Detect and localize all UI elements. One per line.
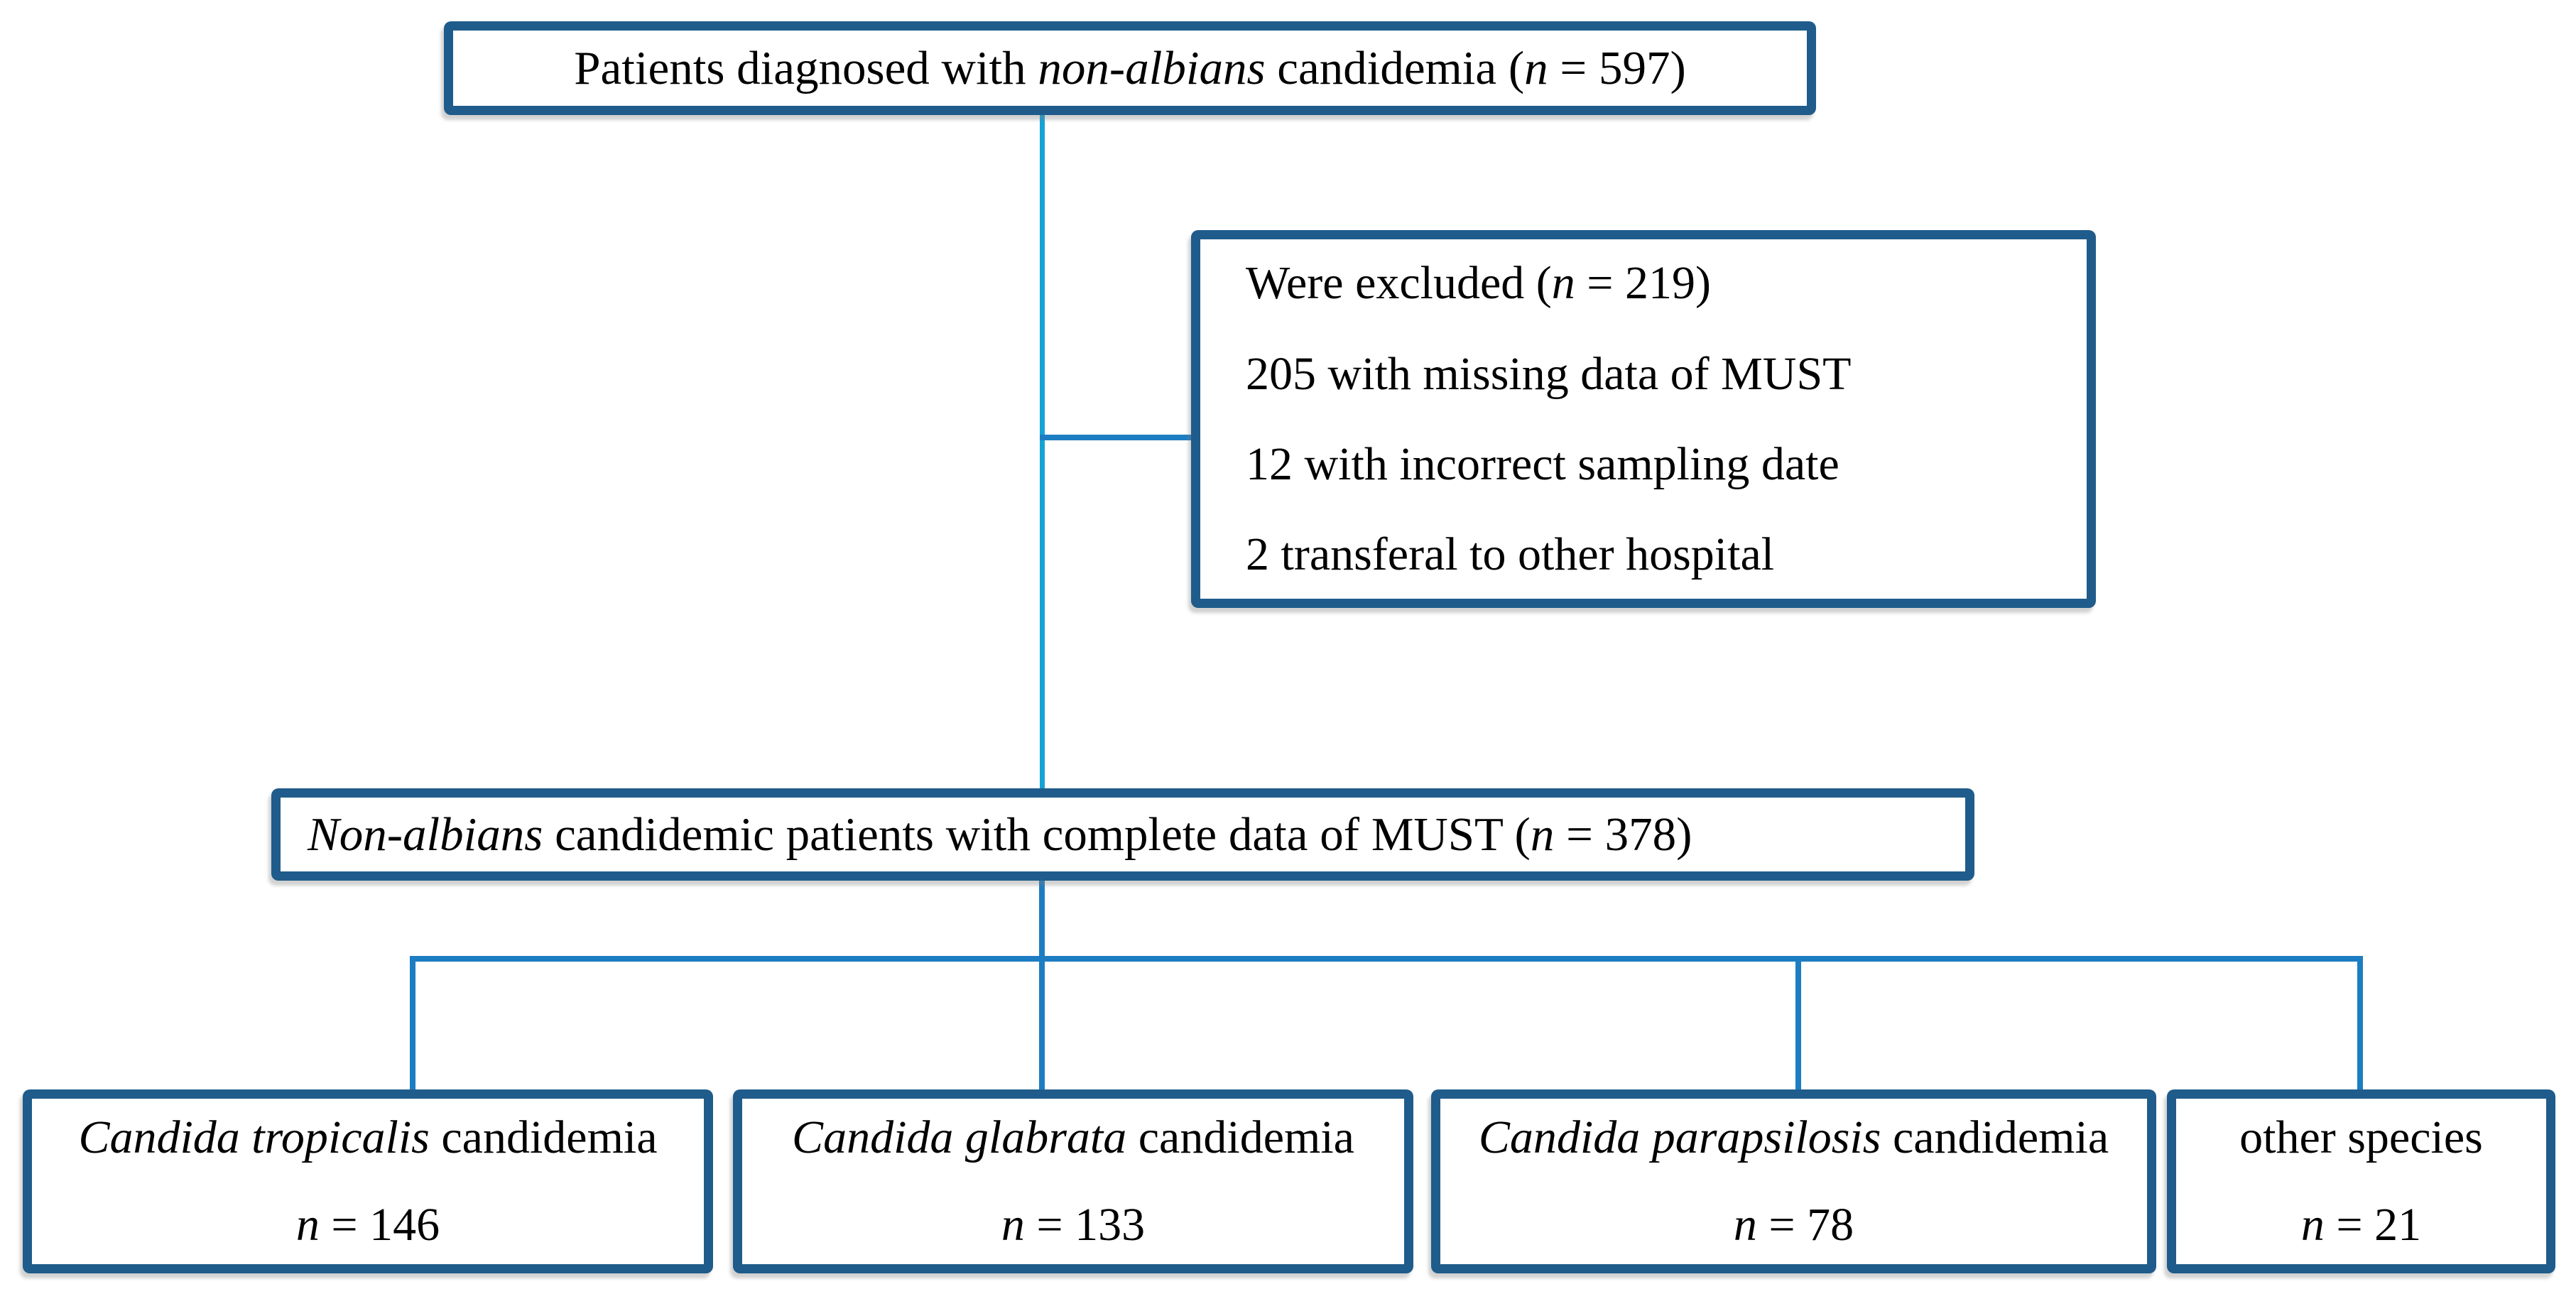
species-count: n = 146 (295, 1198, 440, 1251)
complete-data-cohort-label: Non-albians candidemic patients with com… (308, 808, 1692, 861)
species-count: n = 78 (1733, 1198, 1854, 1251)
diagnosed-patients-label: Patients diagnosed with non-albians cand… (574, 41, 1686, 94)
connector-diagnosed-to-cohort-line (1040, 114, 1045, 790)
species-name: other species (2239, 1111, 2483, 1163)
box-excluded-patients: Were excluded (n = 219) 205 with missing… (1191, 230, 2096, 608)
connector-distribution-line (410, 956, 2363, 962)
excluded-title: Were excluded (n = 219) (1246, 257, 1711, 310)
box-candida-parapsilosis: Candida parapsilosis candidemia n = 78 (1431, 1089, 2156, 1273)
box-candida-glabrata: Candida glabrata candidemia n = 133 (733, 1089, 1413, 1273)
box-candida-tropicalis: Candida tropicalis candidemia n = 146 (23, 1089, 713, 1273)
species-count: n = 133 (1001, 1198, 1146, 1251)
species-name: Candida parapsilosis candidemia (1478, 1111, 2109, 1163)
species-name: Candida tropicalis candidemia (78, 1111, 658, 1163)
connector-excluded-branch-line (1040, 435, 1193, 440)
connector-drop-other-line (2357, 956, 2363, 1092)
connector-drop-parapsilosis-line (1795, 956, 1801, 1092)
excluded-reason-3: 2 transferal to other hospital (1246, 528, 1775, 581)
connector-drop-tropicalis-line (410, 956, 415, 1092)
box-diagnosed-patients: Patients diagnosed with non-albians cand… (444, 21, 1816, 115)
species-name: Candida glabrata candidemia (792, 1111, 1354, 1163)
excluded-reason-1: 205 with missing data of MUST (1246, 347, 1852, 400)
connector-cohort-stem-line (1039, 879, 1045, 1092)
excluded-reason-2: 12 with incorrect sampling date (1246, 438, 1839, 490)
species-count: n = 21 (2300, 1198, 2422, 1251)
box-other-species: other species n = 21 (2167, 1089, 2555, 1273)
box-complete-data-cohort: Non-albians candidemic patients with com… (271, 788, 1974, 881)
